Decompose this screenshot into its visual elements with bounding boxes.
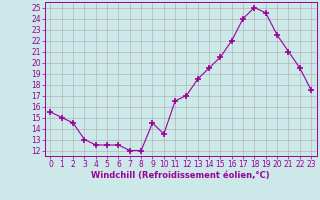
X-axis label: Windchill (Refroidissement éolien,°C): Windchill (Refroidissement éolien,°C) (92, 171, 270, 180)
